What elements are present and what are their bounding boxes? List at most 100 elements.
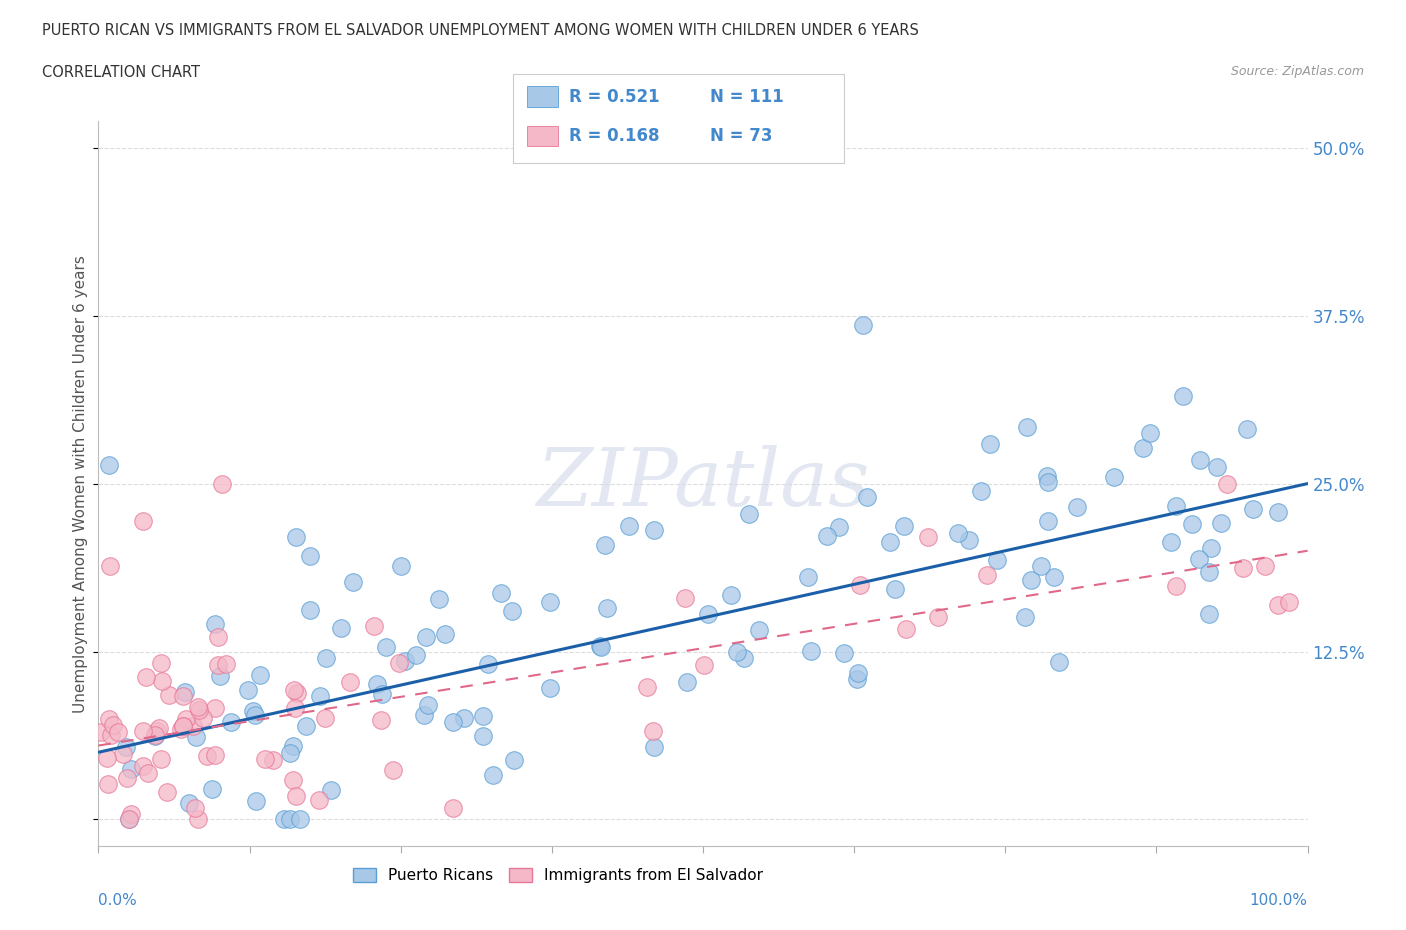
Point <box>1066 499 1088 514</box>
Point <box>98 558 121 573</box>
Point <box>441 714 464 729</box>
Point <box>342 574 364 589</box>
Point <box>846 666 869 681</box>
Point <box>1254 559 1277 574</box>
Point <box>957 532 980 547</box>
Point <box>90 724 112 739</box>
Point <box>1164 499 1187 514</box>
Point <box>589 638 612 653</box>
Point <box>1014 609 1036 624</box>
Point <box>986 552 1008 567</box>
Point <box>641 724 664 738</box>
Point <box>720 588 742 603</box>
Point <box>207 630 229 644</box>
Point <box>148 721 170 736</box>
Point <box>236 683 259 698</box>
Text: PUERTO RICAN VS IMMIGRANTS FROM EL SALVADOR UNEMPLOYMENT AMONG WOMEN WITH CHILDR: PUERTO RICAN VS IMMIGRANTS FROM EL SALVA… <box>42 23 920 38</box>
Point <box>308 792 330 807</box>
Point <box>856 490 879 505</box>
Point <box>253 751 276 766</box>
Point <box>725 644 748 659</box>
Point <box>1029 559 1052 574</box>
Point <box>315 650 337 665</box>
Point <box>370 686 392 701</box>
Point <box>412 707 434 722</box>
Point <box>221 715 243 730</box>
Point <box>132 513 155 528</box>
Point <box>187 812 209 827</box>
Point <box>329 620 352 635</box>
Point <box>538 681 561 696</box>
Point <box>243 708 266 723</box>
Point <box>1206 460 1229 475</box>
Point <box>120 806 142 821</box>
Point <box>132 759 155 774</box>
Point <box>174 711 197 726</box>
Point <box>299 603 322 618</box>
Point <box>472 709 495 724</box>
Point <box>879 535 901 550</box>
Point <box>1198 606 1220 621</box>
Point <box>1171 388 1194 403</box>
Point <box>946 525 969 540</box>
Point <box>281 738 304 753</box>
Point <box>285 530 308 545</box>
Point <box>884 581 907 596</box>
Point <box>1132 441 1154 456</box>
Point <box>172 688 194 703</box>
Point <box>737 507 759 522</box>
Point <box>427 591 450 606</box>
Point <box>184 801 207 816</box>
Point <box>1278 594 1301 609</box>
Text: N = 73: N = 73 <box>710 126 772 145</box>
Point <box>172 719 194 734</box>
Point <box>146 724 169 738</box>
Point <box>1267 597 1289 612</box>
Point <box>1199 541 1222 556</box>
Point <box>643 523 665 538</box>
Point <box>184 730 207 745</box>
Point <box>1043 570 1066 585</box>
Point <box>894 621 917 636</box>
Point <box>143 728 166 743</box>
Point <box>748 622 770 637</box>
Point <box>453 711 475 725</box>
Point <box>893 519 915 534</box>
Point <box>112 747 135 762</box>
Point <box>394 654 416 669</box>
Point <box>800 644 823 658</box>
Point <box>1181 516 1204 531</box>
Point <box>434 627 457 642</box>
Point <box>319 782 342 797</box>
Point <box>501 603 523 618</box>
Point <box>281 773 304 788</box>
Point <box>538 594 561 609</box>
Point <box>242 704 264 719</box>
Point <box>150 751 173 766</box>
Point <box>832 645 855 660</box>
Point <box>195 749 218 764</box>
Point <box>1019 572 1042 587</box>
Point <box>643 739 665 754</box>
Text: R = 0.168: R = 0.168 <box>569 126 659 145</box>
Point <box>209 669 232 684</box>
Legend: Puerto Ricans, Immigrants from El Salvador: Puerto Ricans, Immigrants from El Salvad… <box>347 862 769 889</box>
Point <box>97 458 120 472</box>
Point <box>591 639 613 654</box>
Point <box>1188 551 1211 566</box>
Text: 100.0%: 100.0% <box>1250 894 1308 909</box>
Point <box>211 476 233 491</box>
Point <box>132 724 155 738</box>
Point <box>172 718 194 733</box>
Text: N = 111: N = 111 <box>710 87 783 106</box>
Point <box>1236 421 1258 436</box>
Point <box>156 785 179 800</box>
Point <box>96 751 118 765</box>
Point <box>157 687 180 702</box>
Point <box>187 702 209 717</box>
Point <box>115 739 138 754</box>
Y-axis label: Unemployment Among Women with Children Under 6 years: Unemployment Among Women with Children U… <box>73 255 87 712</box>
Point <box>617 518 640 533</box>
Text: ZIPatlas: ZIPatlas <box>536 445 870 523</box>
Point <box>815 528 838 543</box>
